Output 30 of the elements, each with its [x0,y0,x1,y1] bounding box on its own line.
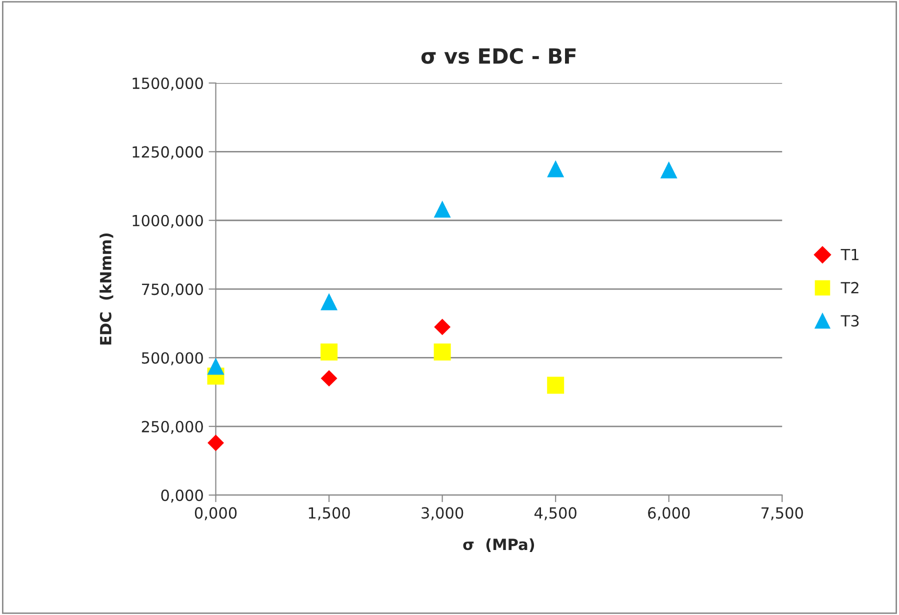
point [660,161,678,178]
point [434,200,451,218]
x-tick-label: 0,000 [194,507,237,520]
legend-label: T1 [840,249,858,260]
point [547,160,564,178]
point [320,293,338,310]
x-tick-label: 4,500 [534,507,576,520]
x-tick-label: 3,000 [422,507,464,520]
point [320,343,338,360]
legend-label: T2 [840,282,858,294]
point [547,376,564,394]
point [434,343,451,360]
x-tick-label: 7,500 [762,507,803,520]
y-tick-label: 1250,000 [132,146,203,160]
point [434,318,451,336]
y-tick-label: 500,000 [142,352,203,366]
y-tick-label: 0,000 [161,490,203,503]
x-tick-label: 6,000 [648,507,690,520]
y-tick-label: 1500,000 [132,77,203,91]
point [207,358,224,375]
point [208,434,224,452]
x-tick-label: 1,500 [308,507,350,520]
legend-label: T3 [840,315,859,327]
point [320,370,338,387]
y-axis-title: EDC (kNmm) [100,234,114,345]
y-tick-label: 1000,000 [132,214,203,228]
y-tick-label: 250,000 [142,420,203,434]
y-tick-label: 750,000 [142,284,203,297]
x-axis-title: σ (MPa) [463,538,534,552]
chart-title: σ vs EDC - BF [421,48,576,64]
